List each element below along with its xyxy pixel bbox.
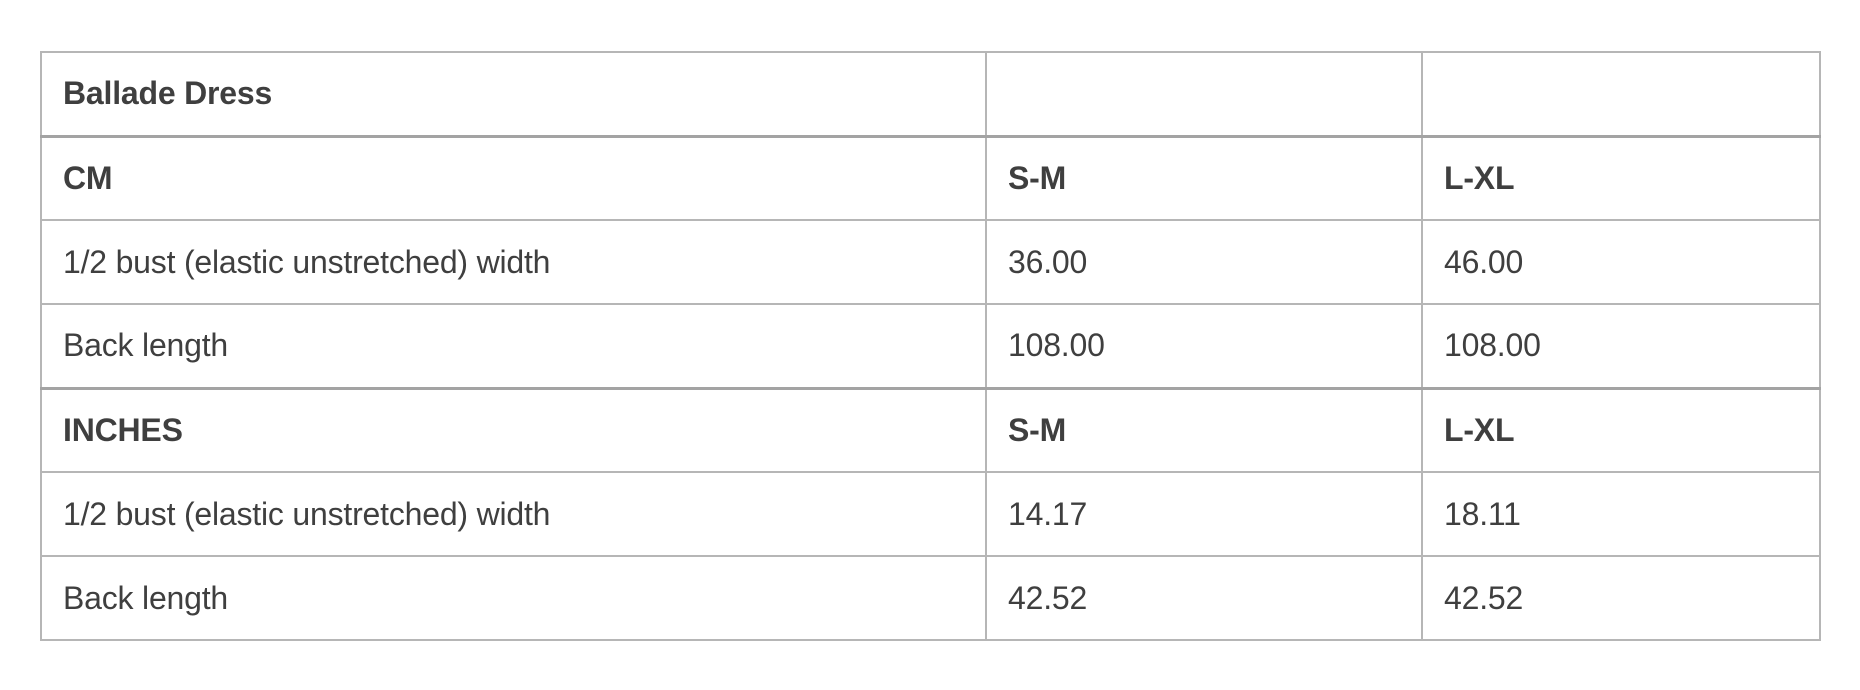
measurement-value-cell: 36.00: [985, 219, 1423, 305]
size-header-cell-lxl: L-XL: [1421, 134, 1821, 221]
size-header-cell-sm: S-M: [985, 386, 1423, 473]
measurement-value-cell: 46.00: [1421, 219, 1821, 305]
measurement-row-inches-back-length: Back length 42.52 42.52: [40, 555, 1821, 641]
measurement-label-cell: Back length: [40, 555, 987, 641]
measurement-row-cm-bust: 1/2 bust (elastic unstretched) width 36.…: [40, 219, 1821, 305]
inches-header-row: INCHES S-M L-XL: [40, 386, 1821, 473]
measurement-label-cell: 1/2 bust (elastic unstretched) width: [40, 471, 987, 557]
measurement-label-cell: 1/2 bust (elastic unstretched) width: [40, 219, 987, 305]
size-header-cell-lxl: L-XL: [1421, 386, 1821, 473]
measurement-value-cell: 18.11: [1421, 471, 1821, 557]
cm-header-row: CM S-M L-XL: [40, 134, 1821, 221]
size-header-cell-sm: S-M: [985, 134, 1423, 221]
measurement-value-cell: 108.00: [985, 303, 1423, 389]
measurement-value-cell: 42.52: [985, 555, 1423, 641]
title-row: Ballade Dress: [40, 51, 1821, 137]
measurement-label-cell: Back length: [40, 303, 987, 389]
unit-label-cell-cm: CM: [40, 134, 987, 221]
measurement-value-cell: 42.52: [1421, 555, 1821, 641]
unit-label-cell-inches: INCHES: [40, 386, 987, 473]
measurement-row-cm-back-length: Back length 108.00 108.00: [40, 303, 1821, 389]
measurement-row-inches-bust: 1/2 bust (elastic unstretched) width 14.…: [40, 471, 1821, 557]
measurement-value-cell: 14.17: [985, 471, 1423, 557]
size-chart-table: Ballade Dress CM S-M L-XL 1/2 bust (elas…: [40, 51, 1821, 641]
empty-cell: [985, 51, 1423, 137]
measurement-value-cell: 108.00: [1421, 303, 1821, 389]
empty-cell: [1421, 51, 1821, 137]
product-title-cell: Ballade Dress: [40, 51, 987, 137]
